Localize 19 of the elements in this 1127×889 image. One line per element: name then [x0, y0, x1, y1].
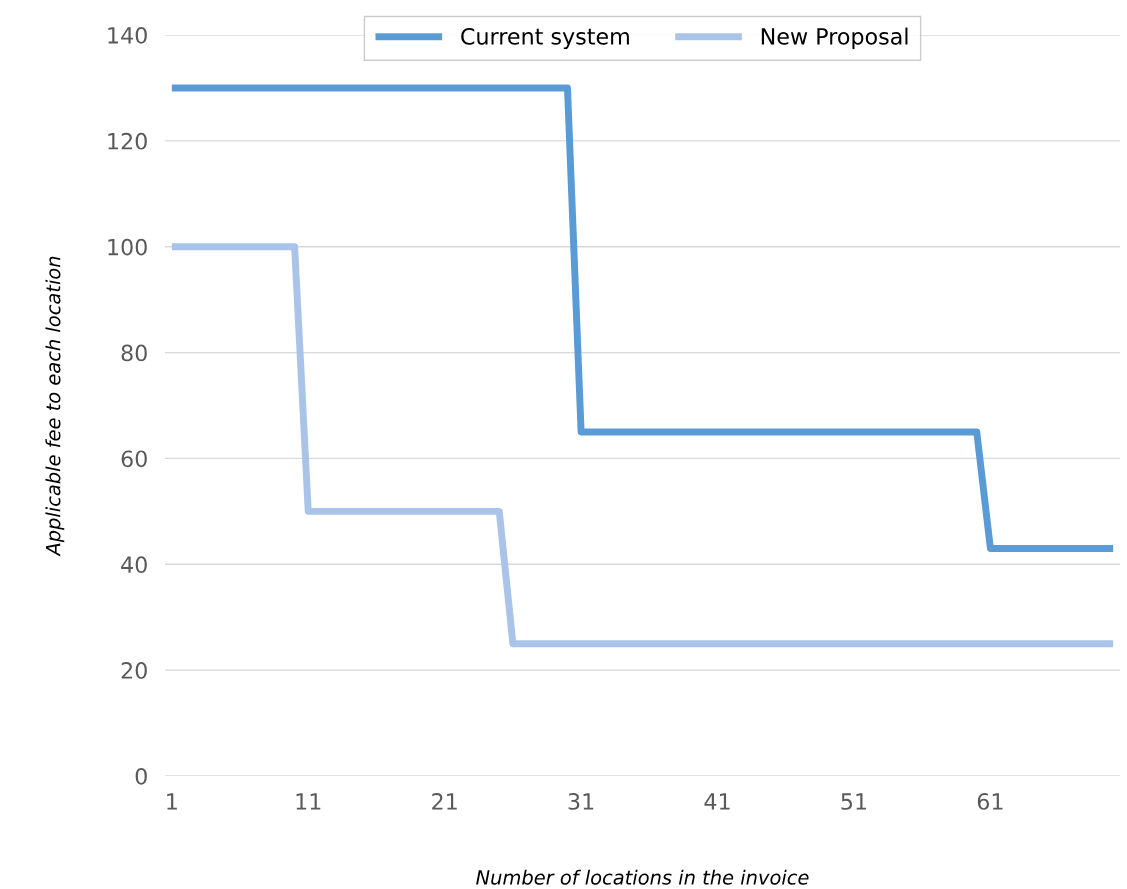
y-tick-label: 80	[121, 344, 147, 362]
x-tick-label: 61	[977, 793, 1003, 810]
x-tick-label: 31	[568, 793, 594, 810]
x-axis-title: Number of locations in the invoice	[476, 869, 809, 885]
x-tick-label: 1	[167, 793, 177, 810]
x-tick-label: 21	[432, 793, 457, 810]
x-tick-label: 11	[296, 793, 321, 810]
y-tick-label: 0	[135, 767, 147, 785]
y-tick-label: 40	[121, 556, 147, 574]
x-tick-label: 51	[841, 793, 867, 810]
y-axis-title: Applicable fee to each location	[45, 256, 65, 557]
legend-label: New Proposal	[761, 27, 908, 50]
y-tick-label: 20	[121, 662, 147, 679]
x-tick-label: 41	[704, 793, 730, 810]
y-tick-label: 140	[108, 26, 147, 44]
y-tick-label: 120	[108, 132, 147, 150]
y-tick-label: 100	[108, 238, 147, 256]
legend-label: Current system	[461, 27, 629, 50]
y-tick-label: 60	[121, 450, 147, 468]
